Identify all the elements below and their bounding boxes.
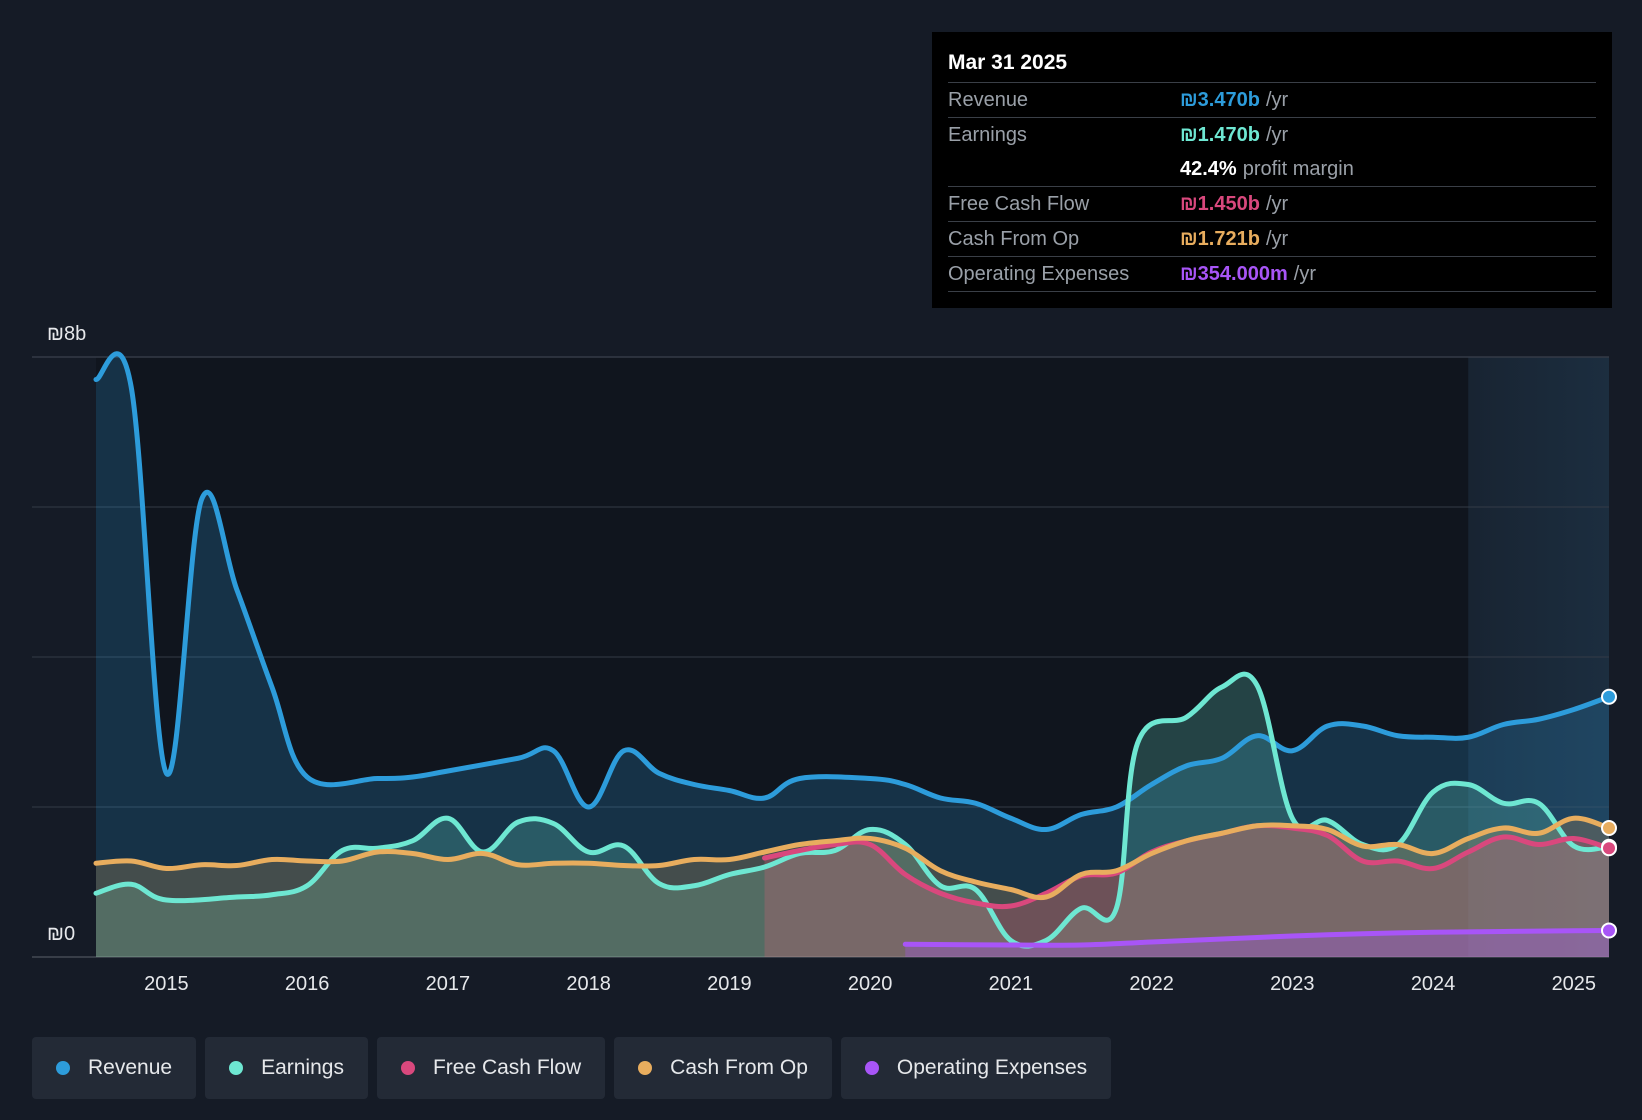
x-tick-label: 2016 [285,973,330,995]
tooltip-unit: /yr [1265,193,1289,215]
tooltip-value: ₪3.470b [1180,89,1260,111]
tooltip: Mar 31 2025 Revenue ₪3.470b /yr Earnings… [932,32,1612,308]
legend-dot-icon [400,1061,415,1075]
grid-layer [32,356,1609,958]
tooltip-value: ₪1.450b [1180,193,1260,215]
legend-item-free-cash-flow[interactable]: Free Cash Flow [376,1037,606,1099]
operating-expenses-line [902,927,1612,948]
tooltip-value: ₪354.000m [1180,263,1288,285]
tooltip-divider [948,291,1596,292]
area-layer [96,353,1609,957]
tooltip-date: Mar 31 2025 [948,51,1068,74]
legend-dot-icon [229,1061,244,1075]
legend: Revenue Earnings Free Cash Flow Cash Fro… [32,1037,1112,1099]
tooltip-row-profit-margin: 42.4% profit margin [948,152,1596,186]
y-axis-zero-label: ₪0 [47,923,75,945]
x-tick-label: 2021 [989,973,1034,995]
tooltip-label: Cash From Op [948,228,1080,250]
y-axis-top-label: ₪8b [47,323,86,345]
legend-dot-icon [864,1061,879,1075]
legend-item-operating-expenses[interactable]: Operating Expenses [840,1037,1112,1099]
tooltip-label: Operating Expenses [948,263,1130,285]
legend-dot-icon [56,1061,70,1075]
operating-expenses-area [905,930,1609,957]
tooltip-label: Revenue [948,89,1029,111]
x-tick-label: 2023 [1270,973,1315,995]
x-tick-label: 2020 [848,973,893,995]
tooltip-label [948,152,1180,186]
end-marker-layer [1601,688,1617,939]
tooltip-unit: /yr [1265,89,1289,111]
earnings-area [96,674,1609,957]
cash-from-op-line [93,815,1612,901]
axis-layer: ₪8b ₪0 2015 2016 2017 2018 2019 2020 2021 2022 2… [47,323,1596,995]
x-tick-label: 2024 [1411,973,1456,995]
legend-item-earnings[interactable]: Earnings [205,1037,368,1099]
tooltip-value: 42.4% [1180,158,1237,180]
legend-item-cash-from-op[interactable]: Cash From Op [614,1037,832,1099]
line-layer [93,351,1612,949]
x-tick-label: 2019 [707,973,752,995]
legend-label: Revenue [88,1056,173,1079]
legend-label: Operating Expenses [896,1056,1088,1079]
tooltip-unit: /yr [1265,124,1289,146]
tooltip-row-revenue: Revenue ₪3.470b /yr [948,82,1596,117]
free-cash-flow-area [764,825,1609,957]
revenue-end-marker[interactable] [1601,688,1617,705]
x-tick-label: 2018 [566,973,611,995]
legend-dot-icon [638,1061,653,1075]
tooltip-value: ₪1.470b [1180,124,1260,146]
tooltip-label: Earnings [948,124,1027,146]
legend-label: Free Cash Flow [432,1056,582,1079]
revenue-line [93,351,1612,833]
legend-label: Cash From Op [670,1056,808,1079]
tooltip-row-operating-expenses: Operating Expenses ₪354.000m /yr [948,256,1596,291]
cash-from-op-area [96,818,1609,957]
tooltip-label: Free Cash Flow [948,193,1090,215]
x-tick-label: 2015 [144,973,189,995]
x-tick-label: 2025 [1552,973,1597,995]
tooltip-unit: profit margin [1242,158,1354,180]
legend-item-revenue[interactable]: Revenue [32,1037,197,1099]
tooltip-row-cash-from-op: Cash From Op ₪1.721b /yr [948,221,1596,256]
tooltip-value: ₪1.721b [1180,228,1260,250]
revenue-area [96,353,1609,957]
tooltip-unit: /yr [1265,228,1289,250]
legend-label: Earnings [261,1056,344,1079]
tooltip-unit: /yr [1293,263,1316,285]
operating-expenses-end-marker[interactable] [1601,922,1617,939]
x-tick-label: 2017 [426,973,471,995]
tooltip-row-free-cash-flow: Free Cash Flow ₪1.450b /yr [948,186,1596,221]
x-tick-label: 2022 [1129,973,1174,995]
tooltip-row-earnings: Earnings ₪1.470b /yr [948,117,1596,152]
cash-from-op-end-marker[interactable] [1601,820,1617,836]
free-cash-flow-end-marker[interactable] [1601,840,1617,857]
